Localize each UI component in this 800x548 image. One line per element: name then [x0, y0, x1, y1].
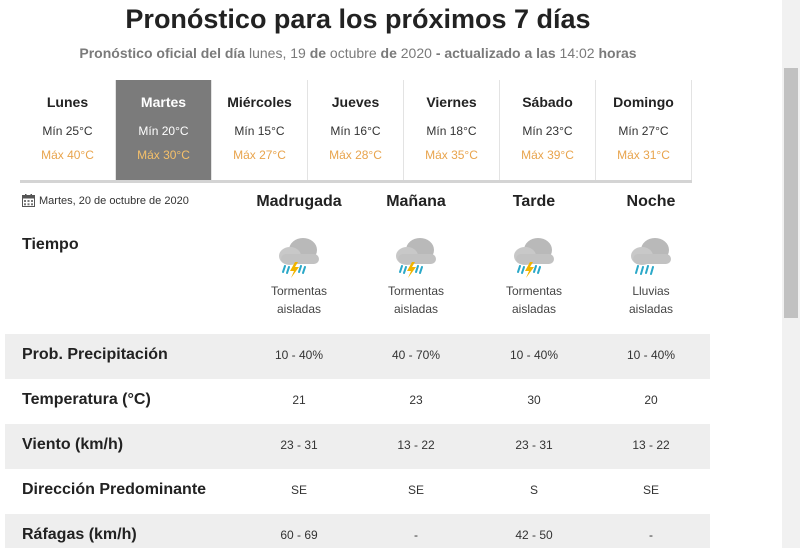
row-value: 30	[527, 393, 541, 407]
subtitle-time: 14:02	[555, 45, 599, 61]
period-tarde: Tarde	[512, 193, 556, 210]
row-value: 13 - 22	[397, 438, 435, 452]
row-value: 10 - 40%	[509, 348, 559, 362]
row-value: S	[529, 483, 538, 497]
weather-desc: Tormentas aisladas	[387, 284, 445, 316]
day-name: Martes	[140, 94, 187, 110]
row-viento: Viento (km/h) 23 - 31 13 - 22 23 - 31 13…	[5, 424, 710, 469]
day-tab-domingo[interactable]: Domingo Mín 27°C Máx 31°C	[596, 80, 692, 180]
storm-cloud-icon	[514, 238, 554, 278]
day-name: Jueves	[331, 94, 380, 110]
day-tab-viernes[interactable]: Viernes Mín 18°C Máx 35°C	[404, 80, 500, 180]
subtitle-date-day: lunes, 19	[245, 45, 310, 61]
row-value: 13 - 22	[632, 438, 670, 452]
row-value: 21	[292, 393, 306, 407]
row-value: -	[649, 528, 653, 542]
row-value: 10 - 40%	[626, 348, 676, 362]
day-min-temp: Mín 23°C	[522, 124, 573, 138]
day-tab-sabado[interactable]: Sábado Mín 23°C Máx 39°C	[500, 80, 596, 180]
period-madrugada: Madrugada	[256, 193, 342, 210]
day-tab-lunes[interactable]: Lunes Mín 25°C Máx 40°C	[20, 80, 116, 180]
weather-desc: Tormentas aisladas	[505, 284, 563, 316]
subtitle-de-2: de	[380, 45, 397, 61]
day-tab-martes[interactable]: Martes Mín 20°C Máx 30°C	[116, 80, 212, 180]
row-label: Temperatura (°C)	[22, 391, 151, 408]
rain-cloud-icon	[631, 238, 671, 275]
day-max-temp: Máx 31°C	[617, 148, 670, 162]
row-value: 40 - 70%	[391, 348, 441, 362]
day-tab-miercoles[interactable]: Miércoles Mín 15°C Máx 27°C	[212, 80, 308, 180]
subtitle-date-month: octubre	[326, 45, 381, 61]
row-temperatura: Temperatura (°C) 21 23 30 20	[5, 379, 710, 424]
day-max-temp: Máx 40°C	[41, 148, 94, 162]
row-value: 23	[409, 393, 423, 407]
storm-cloud-icon	[396, 238, 436, 278]
day-name: Sábado	[522, 94, 573, 110]
row-label: Dirección Predominante	[22, 481, 207, 498]
weather-desc: Tormentas aisladas	[270, 284, 328, 316]
day-name: Lunes	[46, 94, 89, 110]
row-direccion: Dirección Predominante SE SE S SE	[5, 469, 710, 514]
detail-date: Martes, 20 de octubre de 2020	[22, 194, 189, 207]
row-value: SE	[407, 483, 424, 497]
row-value: 20	[644, 393, 658, 407]
row-label: Prob. Precipitación	[22, 346, 168, 363]
period-noche: Noche	[626, 193, 676, 210]
subtitle-hours-label: horas	[598, 45, 637, 61]
day-tabs: Lunes Mín 25°C Máx 40°C Martes Mín 20°C …	[20, 80, 692, 180]
day-tabs-divider	[20, 180, 692, 183]
detail-date-text: Martes, 20 de octubre de 2020	[39, 194, 189, 207]
row-value: 60 - 69	[280, 528, 318, 542]
row-value: 42 - 50	[515, 528, 553, 542]
tiempo-label: Tiempo	[22, 236, 79, 253]
forecast-subtitle: Pronóstico oficial del día lunes, 19 de …	[0, 45, 716, 61]
calendar-icon	[22, 194, 35, 207]
row-rafagas: Ráfagas (km/h) 60 - 69 - 42 - 50 -	[5, 514, 710, 548]
row-value: 23 - 31	[280, 438, 318, 452]
subtitle-de-1: de	[309, 45, 327, 61]
subtitle-official-label: Pronóstico oficial del día	[79, 45, 246, 61]
day-name: Miércoles	[227, 94, 292, 110]
row-value: 23 - 31	[515, 438, 553, 452]
weather-tarde: Tormentas aisladas	[475, 236, 593, 318]
row-value: 10 - 40%	[274, 348, 324, 362]
row-prob-precipitacion: Prob. Precipitación 10 - 40% 40 - 70% 10…	[5, 334, 710, 379]
day-max-temp: Máx 39°C	[521, 148, 574, 162]
day-min-temp: Mín 27°C	[618, 124, 669, 138]
weather-madrugada: Tormentas aisladas	[240, 236, 358, 318]
storm-cloud-icon	[279, 238, 319, 278]
day-min-temp: Mín 20°C	[138, 124, 189, 138]
period-manana: Mañana	[386, 193, 446, 210]
row-value: SE	[642, 483, 659, 497]
row-value: -	[414, 528, 418, 542]
day-min-temp: Mín 15°C	[234, 124, 285, 138]
day-max-temp: Máx 27°C	[233, 148, 286, 162]
row-label: Viento (km/h)	[22, 436, 124, 453]
day-name: Viernes	[426, 94, 477, 110]
day-min-temp: Mín 18°C	[426, 124, 477, 138]
row-label: Ráfagas (km/h)	[22, 526, 137, 543]
day-max-temp: Máx 28°C	[329, 148, 382, 162]
day-min-temp: Mín 25°C	[42, 124, 93, 138]
weather-desc: Lluvias aisladas	[628, 284, 674, 316]
subtitle-updated-label: - actualizado a las	[435, 45, 556, 61]
subtitle-date-year: 2020	[396, 45, 436, 61]
day-min-temp: Mín 16°C	[330, 124, 381, 138]
day-name: Domingo	[613, 94, 674, 110]
day-tab-jueves[interactable]: Jueves Mín 16°C Máx 28°C	[308, 80, 404, 180]
page-title: Pronóstico para los próximos 7 días	[125, 4, 591, 34]
weather-noche: Lluvias aisladas	[592, 236, 710, 318]
day-max-temp: Máx 30°C	[137, 148, 190, 162]
scrollbar-thumb[interactable]	[784, 68, 798, 318]
day-max-temp: Máx 35°C	[425, 148, 478, 162]
row-value: SE	[290, 483, 307, 497]
weather-manana: Tormentas aisladas	[357, 236, 475, 318]
